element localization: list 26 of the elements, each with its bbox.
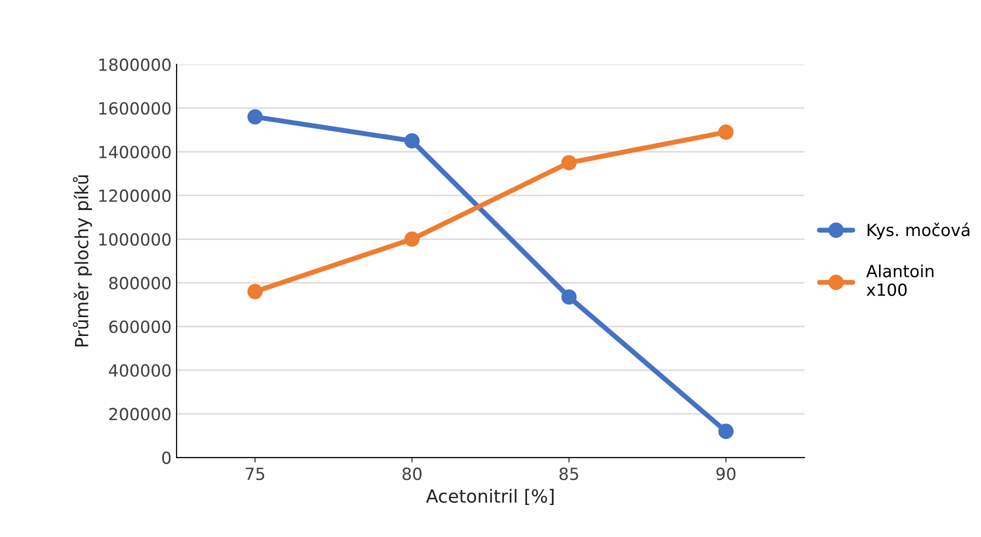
- point: [404, 133, 420, 149]
- y-tick-label: 1000000: [99, 233, 171, 246]
- y-tick-label: 600000: [109, 320, 171, 334]
- x-tick-label: 90: [716, 468, 736, 480]
- x-tick-label: 75: [246, 468, 264, 480]
- y-tick-label: 1200000: [99, 189, 171, 202]
- legend-label: Kys. močová: [868, 222, 970, 240]
- point: [561, 155, 577, 170]
- y-tick-label: 1600000: [99, 102, 171, 115]
- x-tick-label: 80: [402, 468, 422, 480]
- point: [561, 289, 577, 305]
- y-tick-label: 1800000: [99, 58, 171, 72]
- point: [247, 109, 263, 124]
- point: [718, 124, 734, 140]
- y-tick-label: 1400000: [99, 146, 171, 158]
- point: [247, 284, 263, 300]
- legend-label: Alantoin x100: [866, 264, 934, 296]
- y-tick-label: 400000: [108, 364, 171, 377]
- y-tick-label: 200000: [109, 408, 171, 420]
- point: [404, 232, 420, 247]
- y-tick-label: 0: [162, 451, 171, 464]
- y-axis-title: Průměr plochy píků: [72, 175, 92, 346]
- x-tick-label: 85: [560, 468, 578, 480]
- y-tick-label: 800000: [109, 276, 171, 290]
- x-axis-title: Acetonitril [%]: [426, 488, 554, 506]
- point: [718, 424, 734, 439]
